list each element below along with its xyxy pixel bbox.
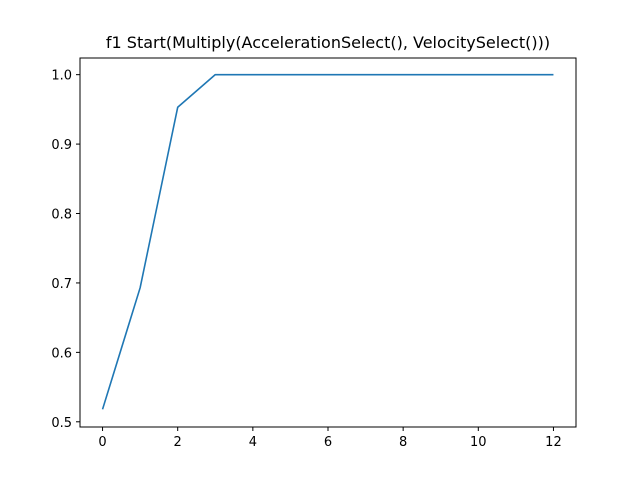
y-tick-label: 0.5 [51, 416, 72, 431]
x-tick-label: 0 [98, 435, 106, 450]
x-tick-label: 6 [324, 435, 332, 450]
y-axis: 0.5 0.6 0.7 0.8 0.9 1.0 [51, 69, 80, 431]
x-tick-label: 8 [399, 435, 407, 450]
plot-area [101, 73, 554, 410]
x-tick-label: 12 [545, 435, 562, 450]
x-axis: 0 2 4 6 8 10 12 [98, 427, 562, 450]
y-tick-label: 0.9 [51, 138, 72, 153]
y-tick-label: 1.0 [51, 69, 72, 84]
x-tick-label: 2 [174, 435, 182, 450]
y-tick-label: 0.6 [51, 346, 72, 361]
x-tick-label: 10 [470, 435, 487, 450]
chart-title: f1 Start(Multiply(AccelerationSelect(), … [106, 33, 550, 52]
x-tick-label: 4 [249, 435, 257, 450]
y-tick-label: 0.8 [51, 208, 72, 223]
series-line [101, 73, 554, 410]
y-tick-label: 0.7 [51, 277, 72, 292]
plot-frame [79, 57, 577, 428]
